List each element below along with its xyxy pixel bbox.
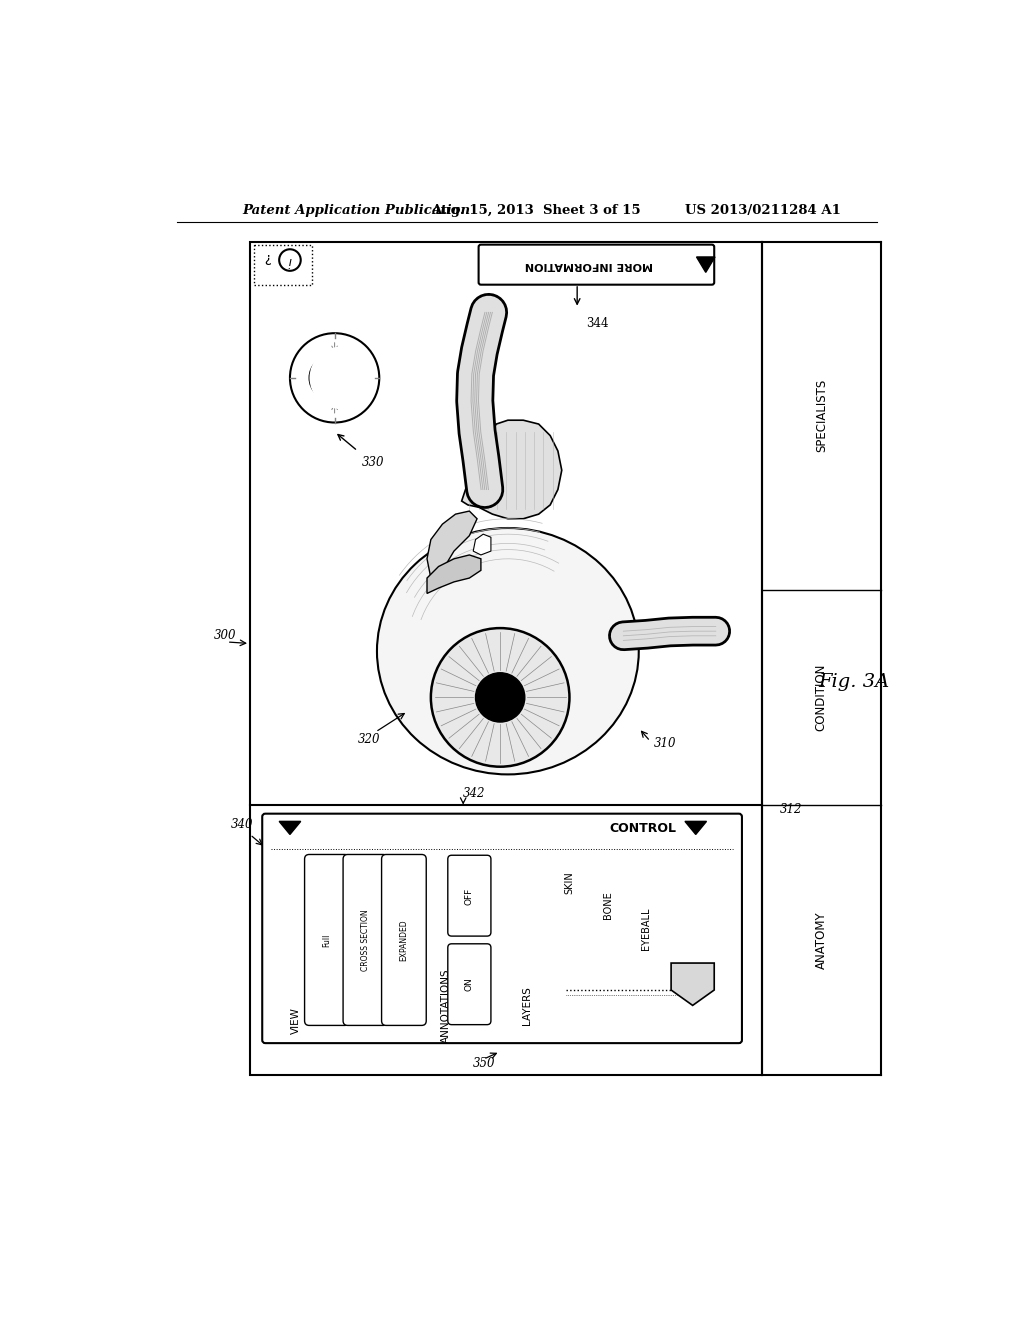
Text: 340: 340 — [230, 818, 253, 832]
Text: ANATOMY: ANATOMY — [815, 911, 827, 969]
Text: ?: ? — [263, 249, 270, 264]
Text: CROSS SECTION: CROSS SECTION — [360, 909, 370, 970]
Text: 310: 310 — [654, 737, 677, 750]
FancyBboxPatch shape — [478, 244, 714, 285]
Text: SPECIALISTS: SPECIALISTS — [815, 379, 827, 453]
Text: 330: 330 — [361, 455, 384, 469]
Circle shape — [431, 628, 569, 767]
Text: 312: 312 — [779, 803, 802, 816]
Text: CONTROL: CONTROL — [609, 822, 676, 834]
Ellipse shape — [309, 355, 354, 400]
Text: EXPANDED: EXPANDED — [399, 919, 409, 961]
Bar — [250, 242, 762, 1074]
Text: 350: 350 — [473, 1056, 496, 1069]
Bar — [254, 246, 311, 285]
FancyBboxPatch shape — [447, 944, 490, 1024]
Polygon shape — [671, 964, 714, 1006]
Circle shape — [309, 347, 372, 409]
Text: BONE: BONE — [603, 891, 613, 919]
Text: 344: 344 — [587, 317, 609, 330]
Text: 320: 320 — [357, 733, 380, 746]
Text: Full: Full — [323, 933, 332, 946]
FancyBboxPatch shape — [343, 854, 388, 1026]
FancyBboxPatch shape — [382, 854, 426, 1026]
Text: 342: 342 — [463, 787, 485, 800]
FancyBboxPatch shape — [304, 854, 349, 1026]
Polygon shape — [685, 821, 707, 834]
Polygon shape — [427, 554, 481, 594]
FancyBboxPatch shape — [447, 855, 490, 936]
Text: LAYERS: LAYERS — [522, 986, 532, 1024]
Text: US 2013/0211284 A1: US 2013/0211284 A1 — [685, 205, 841, 218]
Text: VIEW: VIEW — [291, 1007, 301, 1035]
Text: ANNOTATIONS: ANNOTATIONS — [441, 968, 452, 1043]
Text: OFF: OFF — [465, 887, 474, 904]
Text: MORE INFORMATION: MORE INFORMATION — [524, 260, 652, 269]
Text: Patent Application Publication: Patent Application Publication — [243, 205, 470, 218]
Ellipse shape — [377, 528, 639, 775]
Polygon shape — [462, 420, 562, 519]
Circle shape — [475, 673, 525, 722]
Text: ON: ON — [465, 977, 474, 991]
Text: SKIN: SKIN — [564, 871, 574, 894]
FancyBboxPatch shape — [262, 813, 742, 1043]
Polygon shape — [280, 821, 301, 834]
Polygon shape — [427, 511, 477, 578]
Polygon shape — [473, 535, 490, 554]
Text: i: i — [288, 253, 292, 267]
Text: 300: 300 — [214, 630, 237, 643]
Text: CONDITION: CONDITION — [815, 664, 827, 731]
Polygon shape — [696, 257, 715, 272]
Text: EYEBALL: EYEBALL — [641, 907, 651, 949]
Text: Fig. 3A: Fig. 3A — [819, 673, 890, 690]
Text: Aug. 15, 2013  Sheet 3 of 15: Aug. 15, 2013 Sheet 3 of 15 — [431, 205, 640, 218]
